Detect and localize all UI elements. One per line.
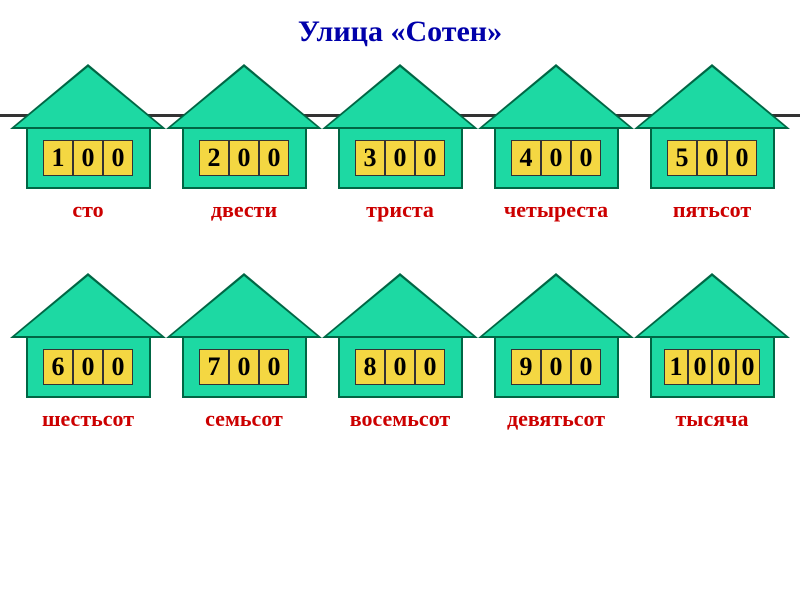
roof-fill-icon — [639, 67, 785, 127]
house-body: 100 — [26, 127, 151, 189]
digit: 2 — [199, 140, 229, 176]
roof-fill-icon — [483, 67, 629, 127]
roof-icon — [634, 273, 790, 338]
digit: 7 — [199, 349, 229, 385]
number-box: 900 — [511, 349, 601, 385]
house: 200 двести — [166, 64, 322, 223]
digit: 0 — [697, 140, 727, 176]
houses-row-1: 100сто200двести300триста400четыреста500п… — [0, 64, 800, 223]
roof-icon — [478, 273, 634, 338]
digit: 0 — [415, 140, 445, 176]
house-body: 500 — [650, 127, 775, 189]
page-title: Улица «Сотен» — [0, 0, 800, 64]
house: 900 девятьсот — [478, 273, 634, 432]
house: 100сто — [10, 64, 166, 223]
house-label: шестьсот — [42, 406, 134, 432]
digit: 0 — [571, 140, 601, 176]
digit: 0 — [541, 140, 571, 176]
digit: 1 — [43, 140, 73, 176]
number-box: 400 — [511, 140, 601, 176]
digit: 0 — [229, 349, 259, 385]
house-body: 600 — [26, 336, 151, 398]
house-label: триста — [366, 197, 434, 223]
house-body: 300 — [338, 127, 463, 189]
digit: 0 — [103, 349, 133, 385]
house-label: четыреста — [504, 197, 608, 223]
roof-icon — [478, 64, 634, 129]
house-label: девятьсот — [507, 406, 605, 432]
digit: 0 — [103, 140, 133, 176]
digit: 0 — [688, 349, 712, 385]
number-box: 800 — [355, 349, 445, 385]
digit: 0 — [712, 349, 736, 385]
digit: 3 — [355, 140, 385, 176]
digit: 0 — [73, 140, 103, 176]
digit: 0 — [229, 140, 259, 176]
digit: 0 — [571, 349, 601, 385]
number-box: 500 — [667, 140, 757, 176]
row1-container: 100сто200двести300триста400четыреста500п… — [0, 64, 800, 223]
roof-fill-icon — [15, 276, 161, 336]
number-box: 600 — [43, 349, 133, 385]
digit: 0 — [73, 349, 103, 385]
roof-fill-icon — [327, 67, 473, 127]
number-box: 700 — [199, 349, 289, 385]
roof-fill-icon — [15, 67, 161, 127]
house: 300 триста — [322, 64, 478, 223]
roof-fill-icon — [171, 67, 317, 127]
digit: 0 — [385, 349, 415, 385]
house-body: 700 — [182, 336, 307, 398]
roof-icon — [10, 273, 166, 338]
house-label: двести — [211, 197, 277, 223]
house-body: 200 — [182, 127, 307, 189]
roof-icon — [166, 64, 322, 129]
house-body: 400 — [494, 127, 619, 189]
number-box: 200 — [199, 140, 289, 176]
roof-icon — [166, 273, 322, 338]
house-label: восемьсот — [350, 406, 450, 432]
houses-row-2: 600шестьсот700семьсот800восемьсот900девя… — [0, 273, 800, 432]
digit: 1 — [664, 349, 688, 385]
digit: 0 — [259, 349, 289, 385]
roof-fill-icon — [171, 276, 317, 336]
house-label: семьсот — [205, 406, 283, 432]
digit: 9 — [511, 349, 541, 385]
digit: 0 — [541, 349, 571, 385]
house: 600 шестьсот — [10, 273, 166, 432]
roof-icon — [634, 64, 790, 129]
number-box: 1000 — [664, 349, 760, 385]
digit: 0 — [415, 349, 445, 385]
house-body: 800 — [338, 336, 463, 398]
roof-icon — [322, 273, 478, 338]
house: 800 восемьсот — [322, 273, 478, 432]
roof-fill-icon — [639, 276, 785, 336]
house-label: пятьсот — [673, 197, 751, 223]
roof-fill-icon — [483, 276, 629, 336]
house-label: тысяча — [675, 406, 748, 432]
roof-icon — [322, 64, 478, 129]
roof-icon — [10, 64, 166, 129]
house-label: сто — [72, 197, 103, 223]
house-body: 1000 — [650, 336, 775, 398]
house: 500 пятьсот — [634, 64, 790, 223]
number-box: 300 — [355, 140, 445, 176]
digit: 8 — [355, 349, 385, 385]
house-body: 900 — [494, 336, 619, 398]
digit: 5 — [667, 140, 697, 176]
house: 700 семьсот — [166, 273, 322, 432]
roof-fill-icon — [327, 276, 473, 336]
digit: 4 — [511, 140, 541, 176]
digit: 6 — [43, 349, 73, 385]
house: 400 четыреста — [478, 64, 634, 223]
number-box: 100 — [43, 140, 133, 176]
digit: 0 — [727, 140, 757, 176]
digit: 0 — [385, 140, 415, 176]
digit: 0 — [736, 349, 760, 385]
house: 1000тысяча — [634, 273, 790, 432]
digit: 0 — [259, 140, 289, 176]
